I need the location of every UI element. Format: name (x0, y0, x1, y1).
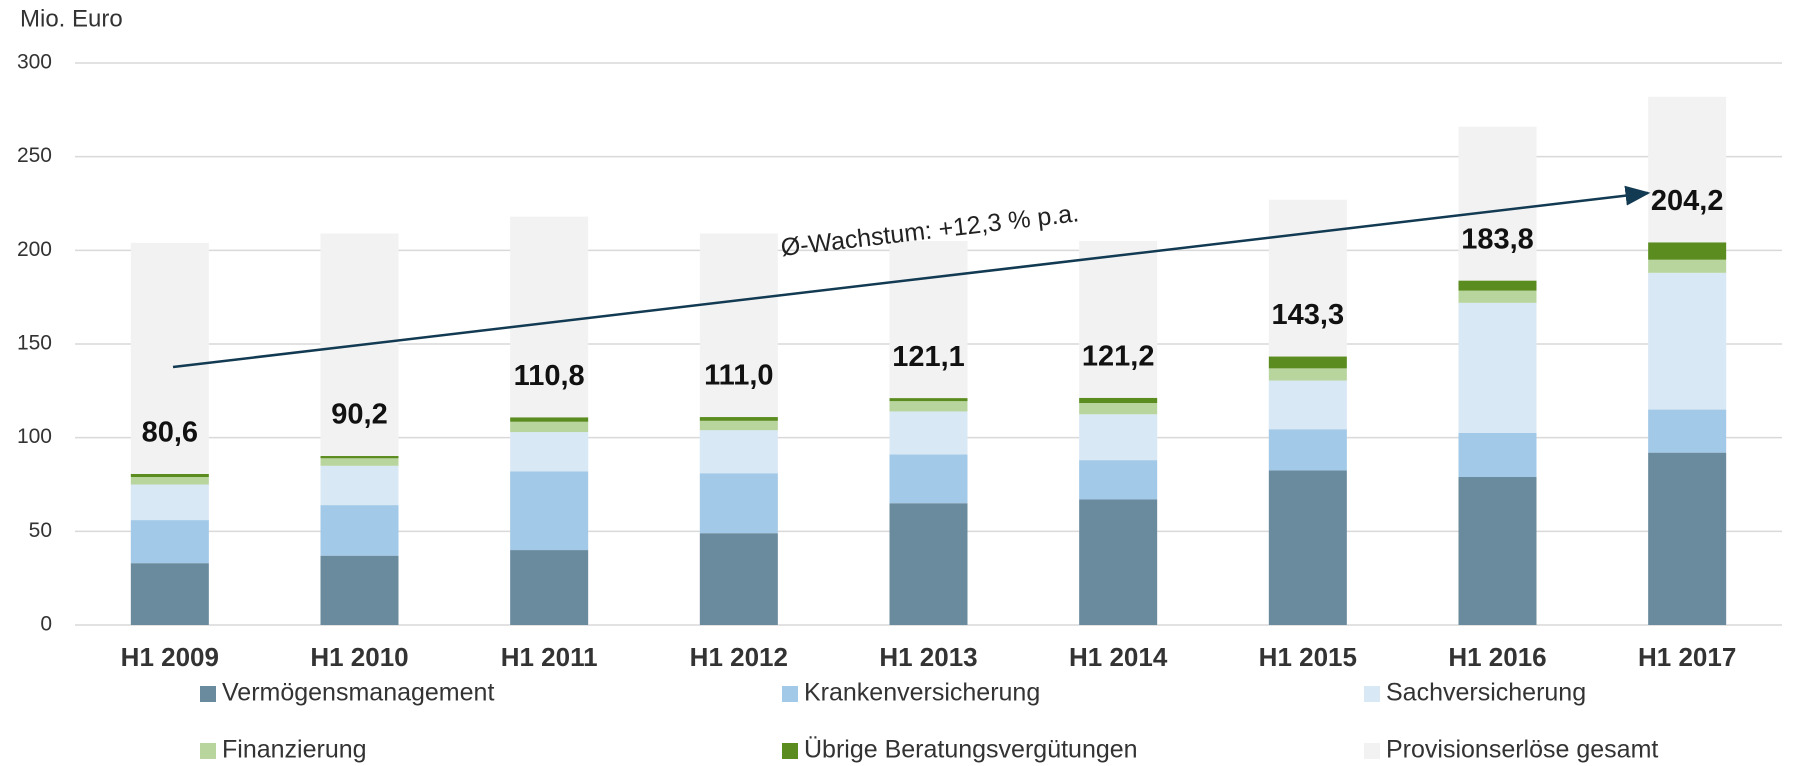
x-tick-label: H1 2010 (310, 642, 408, 672)
bar-segment (1458, 432, 1537, 478)
total-label: 183,8 (1461, 223, 1534, 255)
bar-segment (1079, 499, 1158, 625)
bar-segment (1268, 356, 1347, 369)
legend-swatch (782, 743, 798, 759)
y-tick-label: 150 (17, 332, 52, 355)
bar-segment (320, 465, 399, 506)
bar-segment (1648, 272, 1727, 410)
legend-label: Krankenversicherung (804, 679, 1040, 707)
bar-segment (889, 401, 968, 412)
bar-segment (1648, 242, 1727, 260)
bar-segment (320, 555, 399, 625)
total-label: 143,3 (1272, 299, 1345, 331)
bar-segment (889, 503, 968, 625)
bar-segment (1079, 414, 1158, 461)
legend-label: Sachversicherung (1386, 679, 1586, 707)
bar-segment (1079, 403, 1158, 415)
bar-segment (1458, 302, 1537, 433)
total-label: 80,6 (142, 417, 198, 449)
bar-segment (889, 454, 968, 504)
x-tick-label: H1 2011 (501, 642, 598, 672)
y-tick-label: 100 (17, 425, 52, 448)
total-label: 204,2 (1651, 185, 1724, 217)
x-tick-label: H1 2013 (879, 642, 977, 672)
y-tick-label: 300 (17, 51, 52, 74)
bar-segment (130, 563, 209, 625)
bar-segment (699, 417, 778, 421)
bar-segment (889, 398, 968, 402)
legend-swatch (1364, 686, 1380, 702)
bar-segment (1268, 368, 1347, 381)
legend-label: Finanzierung (222, 736, 367, 764)
bar-segment (1458, 477, 1537, 625)
total-label: 121,1 (892, 341, 965, 373)
legend-swatch (1364, 743, 1380, 759)
bar-segment (699, 420, 778, 431)
bar-segment (1648, 259, 1727, 273)
x-tick-label: H1 2016 (1448, 642, 1546, 672)
bar-segment (699, 430, 778, 474)
bar-segment (1458, 280, 1537, 291)
bar-segment (130, 474, 209, 478)
trend-arrow (172, 185, 1651, 369)
total-label: 110,8 (514, 360, 585, 392)
bar-segment (510, 421, 589, 433)
bar-segment (130, 520, 209, 564)
legend-label: Übrige Beratungsvergütungen (804, 736, 1138, 764)
legend-label: Provisionserlöse gesamt (1386, 736, 1658, 764)
bar-segment (699, 533, 778, 625)
bar-segment (510, 550, 589, 625)
x-tick-label: H1 2017 (1638, 642, 1736, 672)
legend-swatch (200, 686, 216, 702)
legend-swatch (782, 686, 798, 702)
bar-segment (1268, 429, 1347, 471)
y-tick-label: 0 (40, 613, 52, 636)
bar-segment (1268, 470, 1347, 625)
total-label: 111,0 (704, 360, 773, 392)
x-tick-label: H1 2012 (690, 642, 788, 672)
legend-label: Vermögensmanagement (222, 679, 494, 707)
bar-segment (889, 411, 968, 455)
bar-segment (1079, 397, 1158, 404)
bar-segment (1079, 460, 1158, 500)
bar-segment (699, 473, 778, 534)
bar-segment (510, 471, 589, 551)
legend-swatch (200, 743, 216, 759)
bar-segment (130, 484, 209, 521)
x-tick-label: H1 2015 (1259, 642, 1357, 672)
y-tick-label: 200 (17, 238, 52, 261)
bar-segment (1648, 452, 1727, 625)
bar-segment (320, 505, 399, 556)
bar-segment (320, 458, 399, 466)
bar-segment (130, 477, 209, 485)
bar-segment (1268, 380, 1347, 430)
y-tick-label: 50 (29, 519, 52, 542)
y-axis-label: Mio. Euro (20, 5, 123, 32)
x-tick-label: H1 2014 (1069, 642, 1168, 672)
bar-segment (510, 432, 589, 472)
total-label: 90,2 (331, 399, 387, 431)
y-tick-label: 250 (17, 144, 52, 167)
bar-segment (1458, 290, 1537, 303)
bar-segment (320, 456, 399, 459)
total-label: 121,2 (1082, 341, 1155, 373)
bar-segment (510, 417, 589, 422)
arrow (172, 185, 1651, 369)
bar-segment (1648, 409, 1727, 453)
x-tick-label: H1 2009 (121, 642, 219, 672)
